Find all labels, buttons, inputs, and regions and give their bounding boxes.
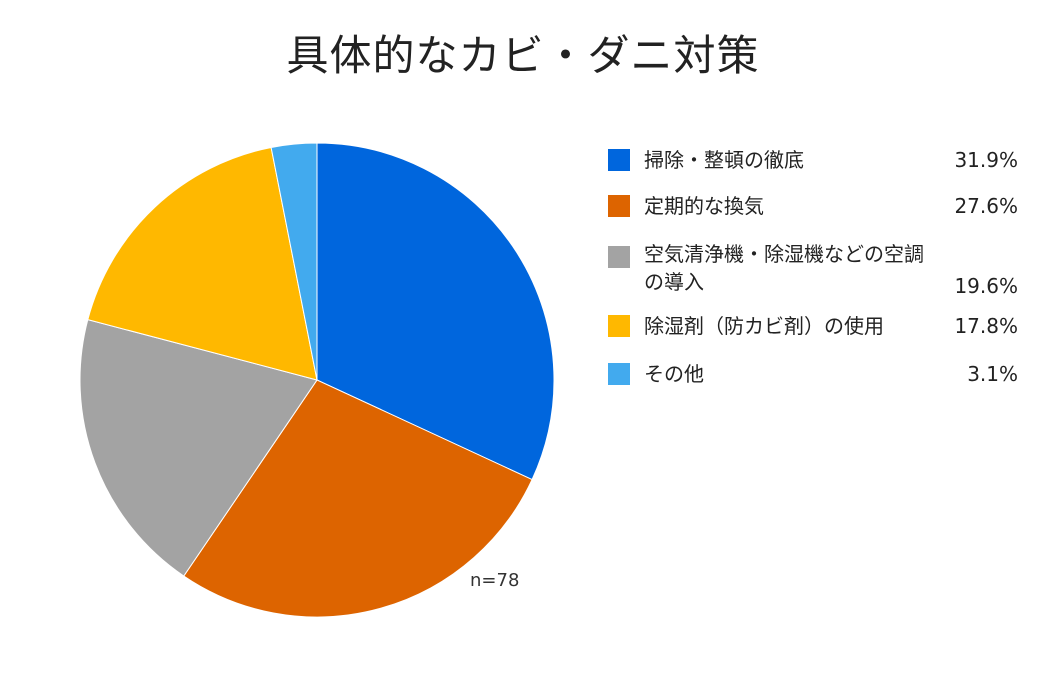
legend-item: 空気清浄機・除湿機などの空調の導入 19.6%	[608, 240, 1026, 312]
legend-value: 17.8%	[954, 314, 1018, 338]
legend-label: 定期的な換気	[644, 194, 764, 218]
legend-label: その他	[644, 362, 704, 386]
legend-swatch	[608, 363, 630, 385]
legend-swatch	[608, 246, 630, 268]
pie-slice	[316, 142, 555, 481]
legend-item: その他 3.1%	[608, 360, 1026, 408]
pie-slice	[79, 319, 318, 577]
legend-swatch	[608, 195, 630, 217]
legend: 掃除・整頓の徹底 31.9% 定期的な換気 27.6% 空気清浄機・除湿機などの…	[608, 146, 1026, 408]
legend-value: 31.9%	[954, 148, 1018, 172]
legend-value: 3.1%	[967, 362, 1018, 386]
legend-value: 19.6%	[954, 274, 1018, 298]
legend-value: 27.6%	[954, 194, 1018, 218]
legend-item: 定期的な換気 27.6%	[608, 192, 1026, 240]
legend-item: 掃除・整頓の徹底 31.9%	[608, 146, 1026, 192]
chart-title: 具体的なカビ・ダニ対策	[286, 31, 760, 80]
pie-slice	[87, 146, 318, 381]
pie-slice	[270, 142, 318, 381]
legend-swatch	[608, 315, 630, 337]
sample-size-note: n=78	[470, 570, 520, 591]
legend-swatch	[608, 149, 630, 171]
legend-item: 除湿剤（防カビ剤）の使用 17.8%	[608, 312, 1026, 360]
legend-label: 除湿剤（防カビ剤）の使用	[644, 314, 884, 338]
pie-slice	[183, 379, 533, 618]
legend-label: 掃除・整頓の徹底	[644, 148, 804, 172]
legend-label: 空気清浄機・除湿機などの空調の導入	[644, 242, 924, 294]
